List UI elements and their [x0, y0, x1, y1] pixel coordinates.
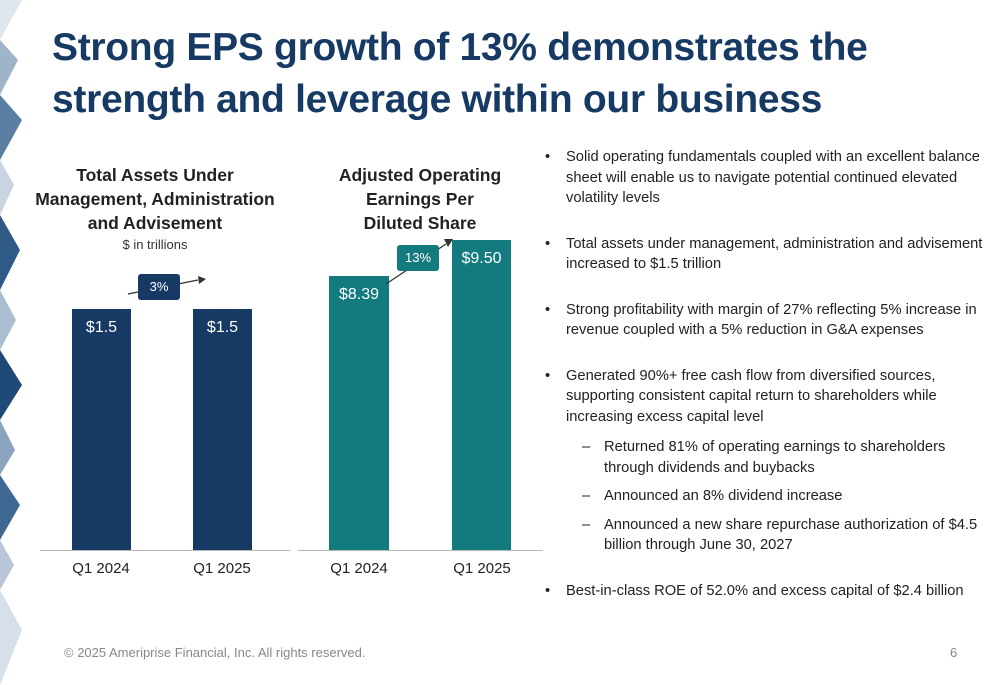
bullet-text: Strong profitability with margin of 27% … [566, 301, 977, 339]
sub-bullet-text: Returned 81% of operating earnings to sh… [604, 439, 946, 476]
bullet-marker: • [545, 235, 551, 252]
sub-bullet-marker: – [582, 488, 591, 504]
copyright-footer: © 2025 Ameriprise Financial, Inc. All ri… [64, 645, 366, 660]
assets-chart-title-line: Management, Administration [35, 189, 275, 209]
x-tick-label: Q1 2024 [330, 560, 388, 577]
bullet-item: • Total assets under management, adminis… [545, 234, 990, 275]
eps-chart-title-line: Adjusted Operating [338, 165, 502, 185]
sub-bullet-item: – Announced an 8% dividend increase [545, 486, 990, 507]
eps-change-badge: 13% [397, 245, 439, 271]
bar-data-label: $8.39 [338, 286, 380, 303]
assets-change-badge: 3% [138, 274, 180, 300]
bullet-item: • Best-in-class ROE of 52.0% and excess … [545, 581, 990, 602]
sub-bullet-item: – Announced a new share repurchase autho… [545, 515, 990, 556]
assets-chart-subtitle: $ in trillions [122, 237, 188, 252]
chart-bar [452, 240, 511, 550]
bullet-item: • Strong profitability with margin of 27… [545, 300, 990, 341]
bar-data-label: $1.5 [206, 319, 239, 336]
decorative-side-pattern [0, 0, 22, 685]
key-points-list: • Solid operating fundamentals coupled w… [545, 147, 990, 601]
sub-bullet-marker: – [582, 516, 591, 533]
bullet-item: • Generated 90%+ free cash flow from div… [545, 366, 990, 428]
bullet-item: • Solid operating fundamentals coupled w… [545, 147, 990, 209]
sub-bullet-item: – Returned 81% of operating earnings to … [545, 437, 990, 478]
bullet-marker: • [545, 367, 551, 384]
eps-chart-title-line: Earnings Per [366, 189, 474, 209]
eps-chart-title-line: Diluted Share [363, 213, 477, 233]
sub-bullet-text: Announced an 8% dividend increase [604, 488, 843, 504]
bullet-marker: • [545, 582, 551, 599]
bullet-text: Generated 90%+ free cash flow from diver… [566, 367, 937, 425]
bullet-text: Best-in-class ROE of 52.0% and excess ca… [566, 582, 964, 599]
x-tick-label: Q1 2025 [193, 560, 251, 577]
page-number: 6 [950, 645, 958, 660]
x-tick-label: Q1 2024 [72, 560, 130, 577]
x-axis-line [298, 550, 543, 551]
sub-bullet-marker: – [582, 439, 591, 455]
bullet-text: Total assets under management, administr… [566, 235, 983, 273]
x-tick-label: Q1 2025 [453, 560, 511, 577]
chart-bar [72, 309, 131, 550]
x-axis-line [40, 550, 290, 551]
assets-chart-title: Total Assets Under Management, Administr… [30, 163, 280, 235]
bullet-text: Solid operating fundamentals coupled wit… [566, 149, 980, 206]
chart-bar [329, 276, 389, 550]
bullet-marker: • [545, 301, 551, 318]
bar-data-label: $1.5 [85, 319, 118, 336]
chart-bar [193, 309, 252, 550]
assets-chart-title-line: Total Assets Under [76, 165, 234, 185]
bullet-marker: • [545, 149, 551, 165]
bar-data-label: $9.50 [461, 250, 502, 267]
eps-chart-title: Adjusted Operating Earnings Per Diluted … [310, 163, 530, 235]
sub-bullet-text: Announced a new share repurchase authori… [604, 516, 978, 554]
assets-chart-title-line: and Advisement [87, 213, 223, 233]
slide-title: Strong EPS growth of 13% demonstrates th… [52, 26, 868, 121]
